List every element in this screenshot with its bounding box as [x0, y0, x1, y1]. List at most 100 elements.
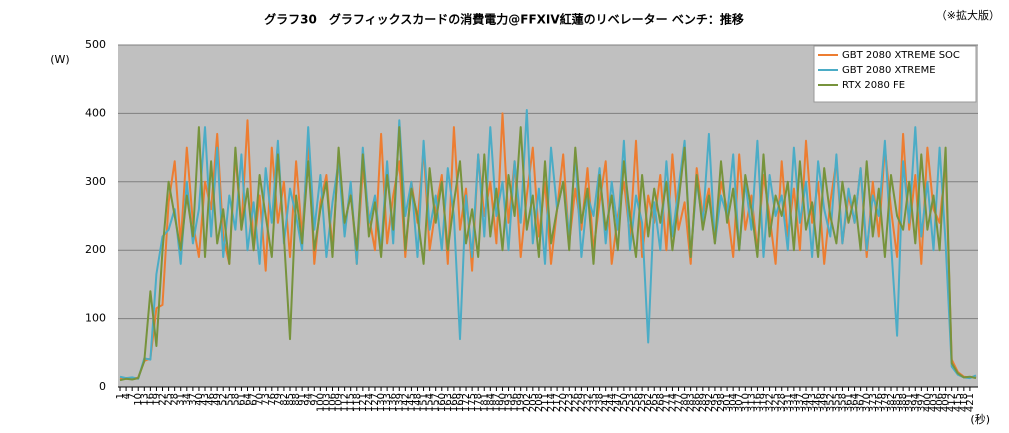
x-tick-label: 67 [249, 393, 260, 406]
x-tick-label: 307 [734, 393, 745, 412]
legend-box [813, 45, 977, 103]
x-tick-label: 82 [279, 393, 290, 406]
x-tick-label: 376 [874, 393, 885, 412]
x-tick-label: 19 [151, 393, 162, 406]
x-tick-label: 367 [856, 393, 867, 412]
x-tick-label: 4 [121, 393, 132, 399]
x-tick-label: 7 [127, 393, 138, 399]
x-tick-label: 316 [752, 393, 763, 412]
x-tick-label: 79 [273, 393, 284, 406]
x-tick-label: 187 [491, 393, 502, 412]
x-tick-label: 262 [643, 393, 654, 412]
x-tick-label: 127 [370, 393, 381, 412]
x-tick-label: 274 [667, 393, 678, 412]
x-tick-label: 286 [692, 393, 703, 412]
x-tick-label: 310 [740, 393, 751, 412]
x-tick-label: 142 [400, 393, 411, 412]
x-tick-label: 421 [965, 393, 976, 412]
x-tick-label: 403 [928, 393, 939, 412]
x-tick-label: 31 [176, 393, 187, 406]
x-tick-label: 391 [904, 393, 915, 412]
y-tick-label: 100 [85, 312, 106, 325]
x-tick-label: 73 [261, 393, 272, 406]
x-tick-label: 217 [552, 393, 563, 412]
x-tick-label: 106 [327, 393, 338, 412]
legend-label: RTX 2080 FE [842, 80, 905, 91]
x-tick-label: 103 [321, 393, 332, 412]
x-tick-label: 349 [819, 393, 830, 412]
x-tick-label: 109 [334, 393, 345, 412]
line-series [119, 126, 977, 382]
x-tick-label: 235 [589, 393, 600, 412]
x-tick-label: 361 [843, 393, 854, 412]
x-tick-label: 70 [255, 393, 266, 406]
x-tick-label: 16 [145, 393, 156, 406]
y-tick-label: 0 [99, 380, 106, 393]
x-tick-label: 160 [437, 393, 448, 412]
x-tick-label: 166 [449, 393, 460, 412]
y-tick-label: 300 [85, 175, 106, 188]
y-axis-label: (W) [50, 53, 69, 66]
x-tick-label: 247 [613, 393, 624, 412]
x-tick-label: 313 [746, 393, 757, 412]
x-tick-label: 22 [158, 393, 169, 406]
note: （※拡大版） [936, 8, 1000, 22]
x-tick-label: 373 [868, 393, 879, 412]
x-tick-label: 229 [576, 393, 587, 412]
y-tick-label: 400 [85, 106, 106, 119]
x-tick-label: 205 [528, 393, 539, 412]
x-tick-label: 49 [212, 393, 223, 406]
x-tick-label: 25 [164, 393, 175, 406]
x-tick-label: 52 [218, 393, 229, 406]
x-tick-label: 46 [206, 393, 217, 406]
x-tick-label: 190 [497, 393, 508, 412]
x-tick-label: 415 [953, 393, 964, 412]
x-tick-label: 175 [467, 393, 478, 412]
x-tick-label: 364 [850, 393, 861, 412]
x-tick-label: 193 [504, 393, 515, 412]
x-tick-label: 10 [133, 393, 144, 406]
x-tick-label: 370 [862, 393, 873, 412]
x-tick-label: 280 [680, 393, 691, 412]
x-tick-label: 112 [340, 393, 351, 412]
x-tick-label: 352 [825, 393, 836, 412]
x-tick-label: 223 [564, 393, 575, 412]
x-tick-label: 196 [510, 393, 521, 412]
x-tick-label: 388 [898, 393, 909, 412]
x-tick-label: 208 [534, 393, 545, 412]
x-tick-label: 337 [795, 393, 806, 412]
x-tick-label: 244 [607, 393, 618, 412]
x-tick-label: 289 [698, 393, 709, 412]
x-tick-label: 1 [115, 393, 126, 399]
y-tick-label: 500 [85, 38, 106, 51]
x-tick-label: 226 [570, 393, 581, 412]
x-tick-label: 85 [285, 393, 296, 406]
x-tick-label: 163 [443, 393, 454, 412]
x-tick-label: 328 [777, 393, 788, 412]
x-tick-label: 58 [230, 393, 241, 406]
x-tick-label: 100 [315, 393, 326, 412]
x-tick-label: 88 [291, 393, 302, 406]
x-tick-label: 55 [224, 393, 235, 406]
x-tick-label: 292 [704, 393, 715, 412]
x-tick-label: 238 [595, 393, 606, 412]
x-tick-label: 121 [358, 393, 369, 412]
x-tick-label: 355 [831, 393, 842, 412]
x-tick-label: 34 [182, 393, 193, 406]
x-tick-label: 418 [959, 393, 970, 412]
x-tick-label: 118 [352, 393, 363, 412]
x-tick-label: 76 [267, 393, 278, 406]
x-tick-label: 253 [625, 393, 636, 412]
x-tick-label: 298 [716, 393, 727, 412]
x-tick-label: 322 [765, 393, 776, 412]
x-tick-label: 202 [522, 393, 533, 412]
x-tick-label: 301 [722, 393, 733, 412]
x-tick-label: 154 [425, 393, 436, 412]
x-tick-label: 139 [394, 393, 405, 412]
x-tick-label: 151 [419, 393, 430, 412]
x-tick-label: 133 [382, 393, 393, 412]
x-tick-label: 394 [910, 393, 921, 412]
x-tick-label: 136 [388, 393, 399, 412]
y-tick-label: 200 [85, 243, 106, 256]
